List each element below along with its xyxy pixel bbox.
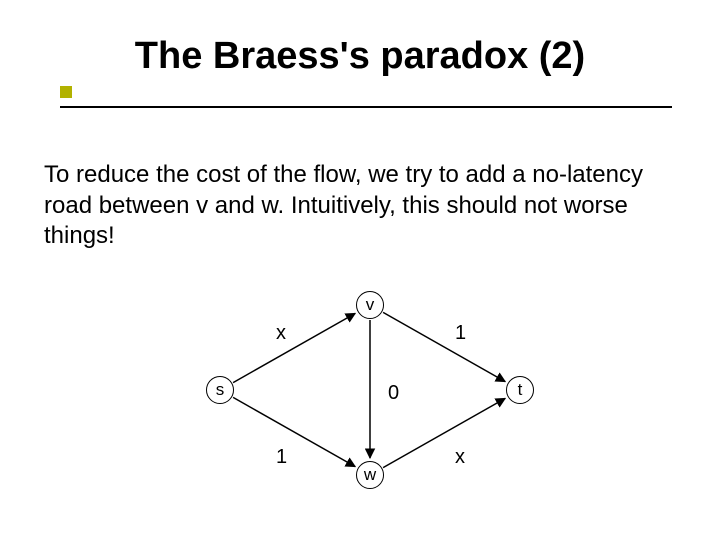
edge-label-v-t: 1 <box>455 323 466 343</box>
body-paragraph: To reduce the cost of the flow, we try t… <box>44 160 684 252</box>
graph-diagram: s v w t x 1 1 x 0 <box>190 275 550 505</box>
slide-title: The Braess's paradox (2) <box>48 36 672 78</box>
edge-label-w-t: x <box>455 447 465 467</box>
edge-s-w <box>233 397 355 466</box>
node-v: v <box>356 291 384 319</box>
node-t: t <box>506 376 534 404</box>
edge-label-s-w: 1 <box>276 447 287 467</box>
node-s: s <box>206 376 234 404</box>
node-w: w <box>356 461 384 489</box>
title-block: The Braess's paradox (2) <box>48 36 672 78</box>
edge-label-v-w: 0 <box>388 383 399 403</box>
edge-w-t <box>383 398 505 467</box>
edge-label-s-v: x <box>276 323 286 343</box>
edge-v-t <box>383 312 505 381</box>
title-bullet-icon <box>60 86 72 98</box>
slide: The Braess's paradox (2) To reduce the c… <box>0 0 720 540</box>
edge-s-v <box>233 313 355 382</box>
title-underline <box>60 106 672 108</box>
